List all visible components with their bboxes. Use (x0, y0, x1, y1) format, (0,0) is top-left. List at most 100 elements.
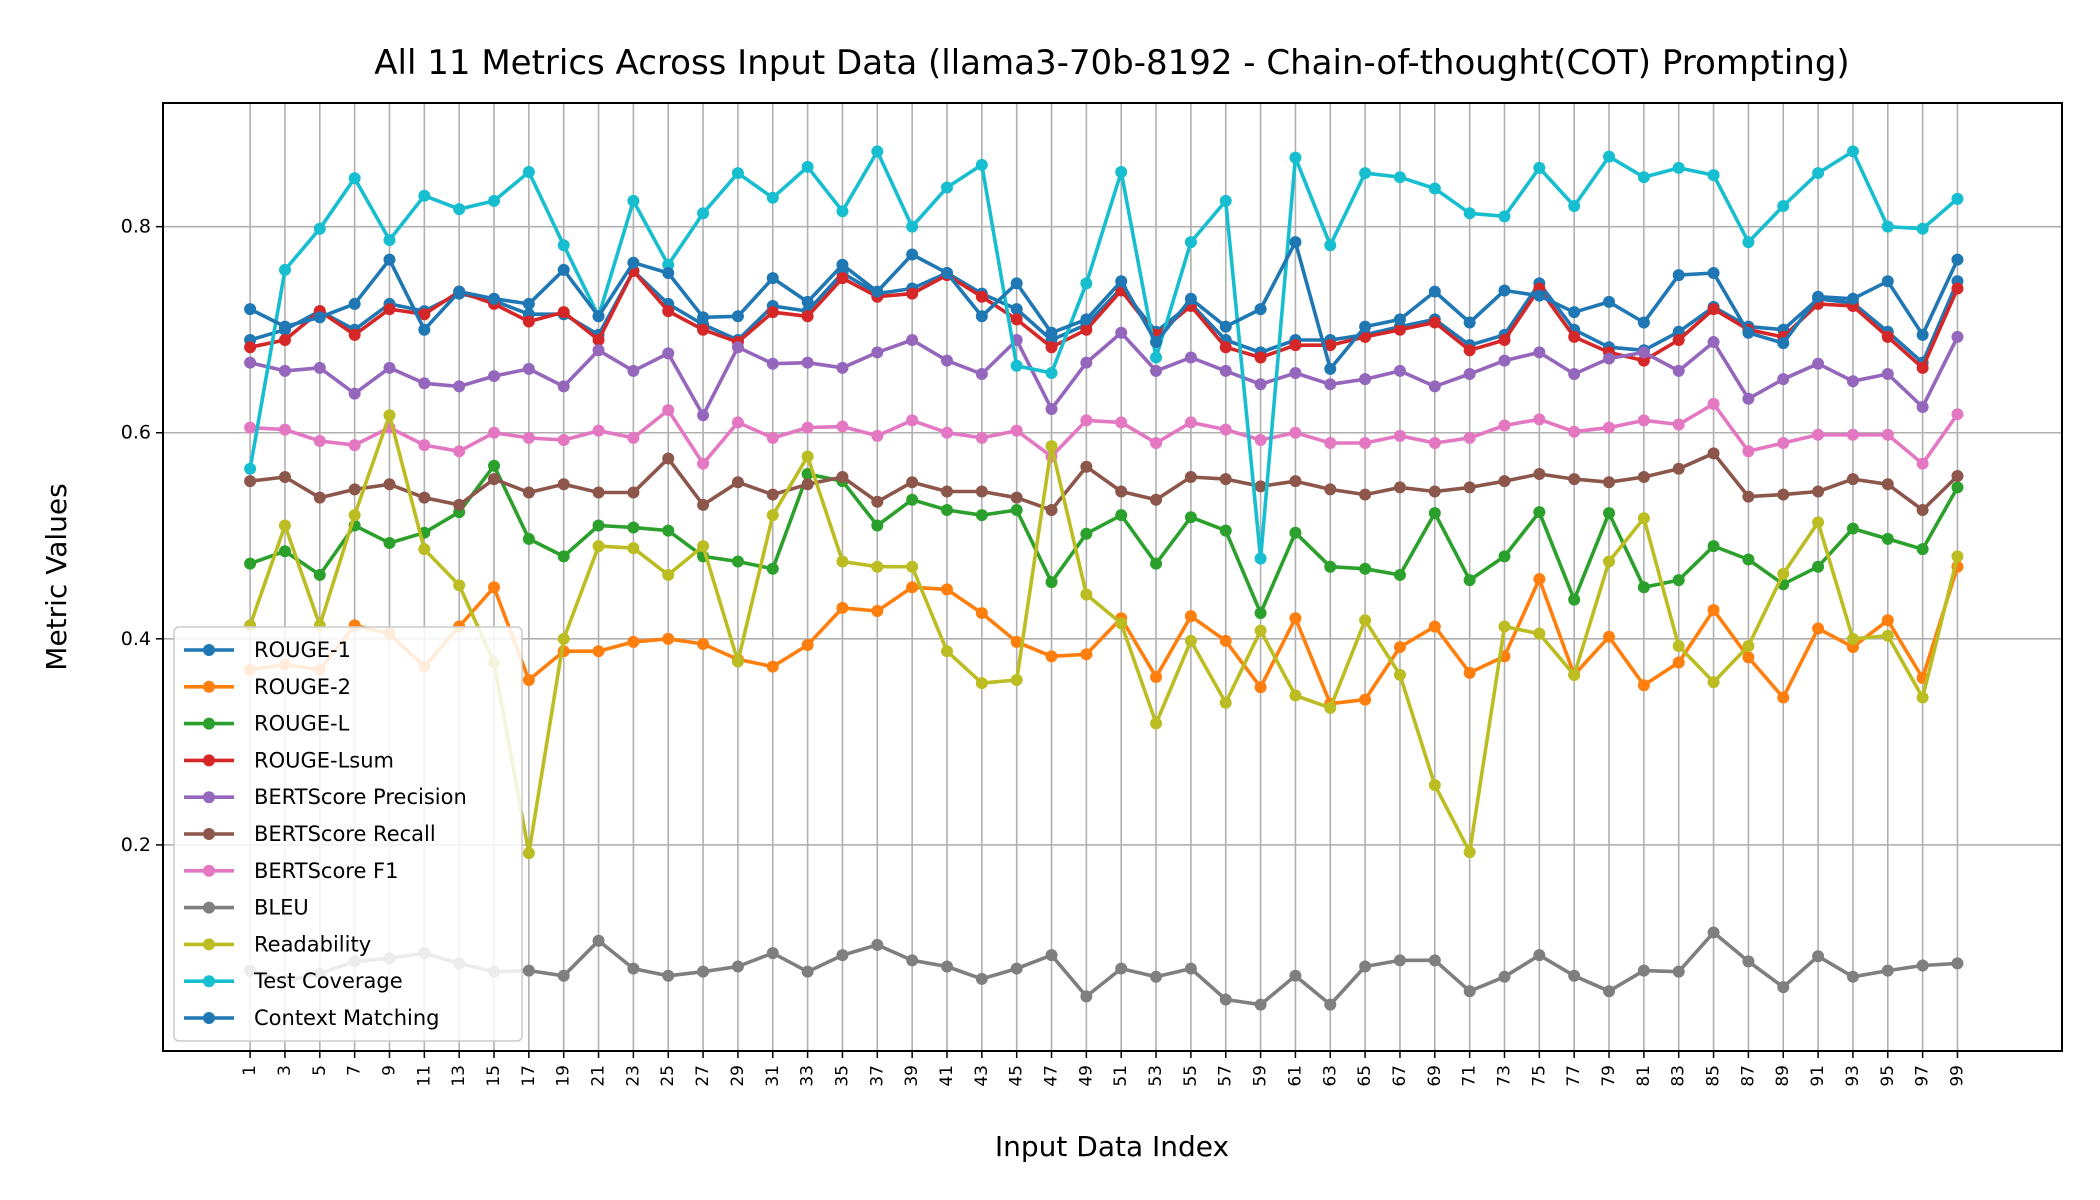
data-point-bertscore-f1 (244, 421, 257, 434)
data-point-readability (1603, 555, 1616, 568)
data-point-test-coverage (557, 239, 570, 252)
data-point-test-coverage (662, 258, 675, 271)
data-point-bertscore-precision (348, 387, 361, 400)
data-point-rouge-lsum (1393, 323, 1406, 336)
data-point-rouge-1 (1672, 325, 1685, 338)
data-point-rouge-lsum (1881, 330, 1894, 343)
data-point-context-matching (1010, 277, 1023, 290)
data-point-context-matching (453, 285, 466, 298)
data-point-rouge-2 (766, 660, 779, 673)
data-point-test-coverage (383, 234, 396, 247)
data-point-bleu (592, 934, 605, 947)
data-point-context-matching (1359, 320, 1372, 333)
data-point-test-coverage (348, 172, 361, 185)
data-point-rouge-2 (906, 581, 919, 594)
x-tick-label: 45 (1007, 1065, 1027, 1087)
data-point-bertscore-recall (1777, 488, 1790, 501)
x-tick-label: 17 (519, 1065, 539, 1087)
data-point-rouge-2 (662, 632, 675, 645)
data-point-rouge-l (731, 555, 744, 568)
data-point-bertscore-recall (1219, 473, 1232, 486)
data-point-rouge-2 (627, 635, 640, 648)
x-tick-label: 59 (1251, 1065, 1271, 1087)
x-tick-label: 47 (1042, 1065, 1062, 1087)
data-point-bertscore-precision (488, 370, 501, 383)
data-point-rouge-l (627, 521, 640, 534)
data-point-rouge-lsum (1010, 313, 1023, 326)
data-point-bertscore-precision (1881, 368, 1894, 381)
legend-marker (203, 717, 215, 730)
data-point-bertscore-recall (906, 476, 919, 489)
data-point-rouge-2 (940, 583, 953, 596)
data-point-bertscore-recall (1533, 467, 1546, 480)
x-axis-ticks: 1 3 5 7 9 11 13 15 17 19 21 23 25 27 29 31 33 35 37 39 41 43 4… (240, 1051, 1967, 1087)
data-point-readability (1393, 668, 1406, 681)
data-point-readability (801, 450, 814, 463)
data-point-rouge-lsum (662, 305, 675, 318)
data-point-bleu (1184, 962, 1197, 975)
legend-label: ROUGE-L (254, 712, 350, 736)
data-point-rouge-2 (1428, 620, 1441, 633)
data-point-context-matching (1916, 328, 1929, 341)
data-point-bertscore-recall (1080, 460, 1093, 473)
data-point-bleu (522, 964, 535, 977)
data-point-bertscore-precision (731, 341, 744, 354)
series-readability (244, 409, 1964, 860)
data-point-rouge-2 (592, 645, 605, 658)
data-point-bertscore-recall (1707, 447, 1720, 460)
data-point-readability (1812, 516, 1825, 529)
data-point-rouge-2 (697, 637, 710, 650)
data-point-bertscore-recall (1916, 504, 1929, 517)
data-point-bertscore-recall (348, 483, 361, 496)
data-point-readability (1150, 717, 1163, 730)
data-point-bertscore-f1 (627, 431, 640, 444)
data-point-bleu (1533, 949, 1546, 962)
data-point-context-matching (906, 248, 919, 261)
legend-item-bertscore-precision: BERTScore Precision (184, 785, 467, 809)
data-point-rouge-lsum (557, 306, 570, 319)
data-point-context-matching (836, 258, 849, 271)
data-point-test-coverage (1603, 150, 1616, 163)
data-point-bleu (1080, 990, 1093, 1003)
data-point-bertscore-recall (1846, 473, 1859, 486)
data-point-bertscore-recall (488, 473, 501, 486)
data-point-test-coverage (906, 220, 919, 233)
data-point-test-coverage (1777, 200, 1790, 213)
data-point-bertscore-recall (1324, 483, 1337, 496)
data-point-context-matching (1463, 316, 1476, 329)
data-point-bertscore-f1 (1742, 445, 1755, 458)
data-point-context-matching (1150, 336, 1163, 349)
y-tick-label: 0.6 (121, 422, 151, 444)
data-point-bleu (1951, 957, 1964, 970)
data-point-context-matching (1637, 316, 1650, 329)
data-point-test-coverage (1324, 239, 1337, 252)
data-point-bertscore-precision (836, 361, 849, 374)
data-point-bleu (1428, 954, 1441, 967)
data-point-bertscore-f1 (1289, 426, 1302, 439)
legend-label: BERTScore F1 (254, 859, 399, 883)
data-point-context-matching (313, 311, 326, 324)
data-point-rouge-l (1672, 574, 1685, 587)
legend-item-test-coverage: Test Coverage (184, 969, 403, 993)
data-point-bertscore-f1 (592, 424, 605, 437)
data-point-bleu (697, 965, 710, 978)
data-point-bertscore-f1 (1080, 414, 1093, 427)
data-point-rouge-lsum (1045, 341, 1058, 354)
data-point-bertscore-precision (1533, 346, 1546, 359)
x-tick-label: 41 (937, 1065, 957, 1087)
data-point-bleu (1672, 965, 1685, 978)
data-point-rouge-l (1254, 607, 1267, 620)
data-point-rouge-l (1881, 532, 1894, 545)
data-point-context-matching (627, 256, 640, 269)
x-tick-label: 11 (414, 1065, 434, 1087)
legend-item-readability: Readability (184, 932, 371, 956)
data-point-rouge-2 (1393, 641, 1406, 654)
data-point-readability (627, 542, 640, 555)
data-point-context-matching (522, 297, 535, 310)
data-point-bertscore-f1 (940, 426, 953, 439)
legend-label: ROUGE-1 (254, 638, 351, 662)
data-point-readability (1219, 696, 1232, 709)
data-point-bertscore-f1 (313, 434, 326, 447)
data-point-bertscore-recall (1289, 475, 1302, 488)
data-point-bertscore-recall (1812, 485, 1825, 498)
